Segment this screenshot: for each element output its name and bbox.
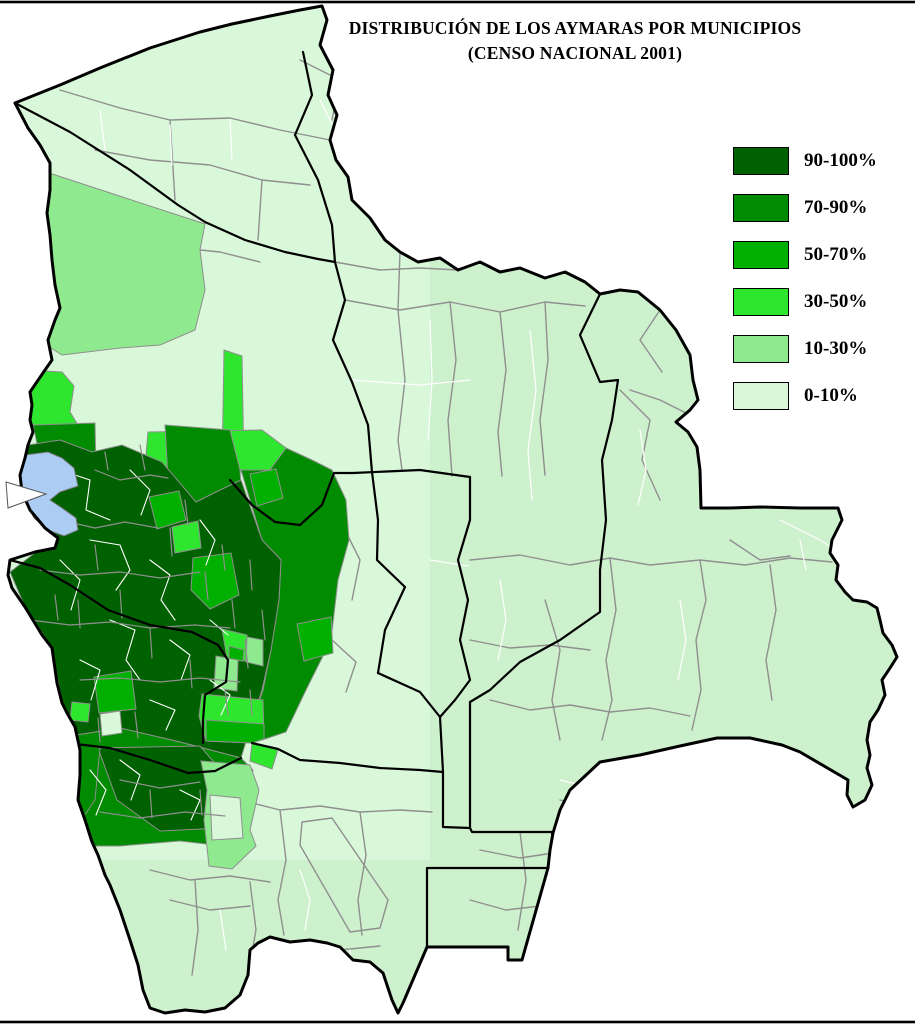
legend-row-0-10: 0-10% (733, 381, 877, 410)
region-50-70-d (93, 670, 137, 714)
region-cocha-50-70-b (205, 719, 265, 744)
legend-label-90-100: 90-100% (804, 149, 877, 171)
legend-row-90-100: 90-100% (733, 146, 877, 175)
legend-swatch-0-10 (733, 381, 789, 410)
map-title: DISTRIBUCIÓN DE LOS AYMARAS POR MUNICIPI… (285, 16, 865, 65)
legend-row-10-30: 10-30% (733, 334, 877, 363)
cluster-borders-gray (29, 444, 266, 819)
legend-label-30-50: 30-50% (804, 290, 868, 312)
region-cocha-10-30-a (245, 636, 264, 667)
legend-swatch-30-50 (733, 287, 789, 316)
map-title-line2: (CENSO NACIONAL 2001) (467, 42, 683, 63)
region-50-70-e (148, 490, 187, 530)
region-cocha-50-70-a (228, 645, 245, 662)
map-title-line1: DISTRIBUCIÓN DE LOS AYMARAS POR MUNICIPI… (348, 18, 802, 38)
region-50-70-b (249, 468, 284, 507)
legend-label-50-70: 50-70% (804, 243, 868, 265)
legend-swatch-50-70 (733, 240, 789, 269)
legend-row-30-50: 30-50% (733, 287, 877, 316)
choropleth-regions (9, 169, 350, 870)
legend-label-10-30: 10-30% (804, 337, 868, 359)
region-pale-hole (99, 710, 123, 737)
region-mid-30-50 (171, 520, 202, 554)
legend-label-70-90: 70-90% (804, 196, 868, 218)
legend-label-0-10: 0-10% (804, 384, 858, 406)
map-legend: 90-100% 70-90% 50-70% 30-50% 10-30% 0-10… (733, 146, 877, 428)
region-ring-30-50 (69, 701, 91, 723)
legend-row-70-90: 70-90% (733, 193, 877, 222)
lake-peru-wedge (5, 481, 48, 509)
legend-swatch-10-30 (733, 334, 789, 363)
legend-swatch-90-100 (733, 146, 789, 175)
region-50-70-c (296, 616, 334, 662)
region-50-70-a (190, 552, 240, 610)
legend-swatch-70-90 (733, 193, 789, 222)
legend-row-50-70: 50-70% (733, 240, 877, 269)
department-borders (8, 50, 620, 949)
region-strip-pale-inner (209, 794, 244, 841)
